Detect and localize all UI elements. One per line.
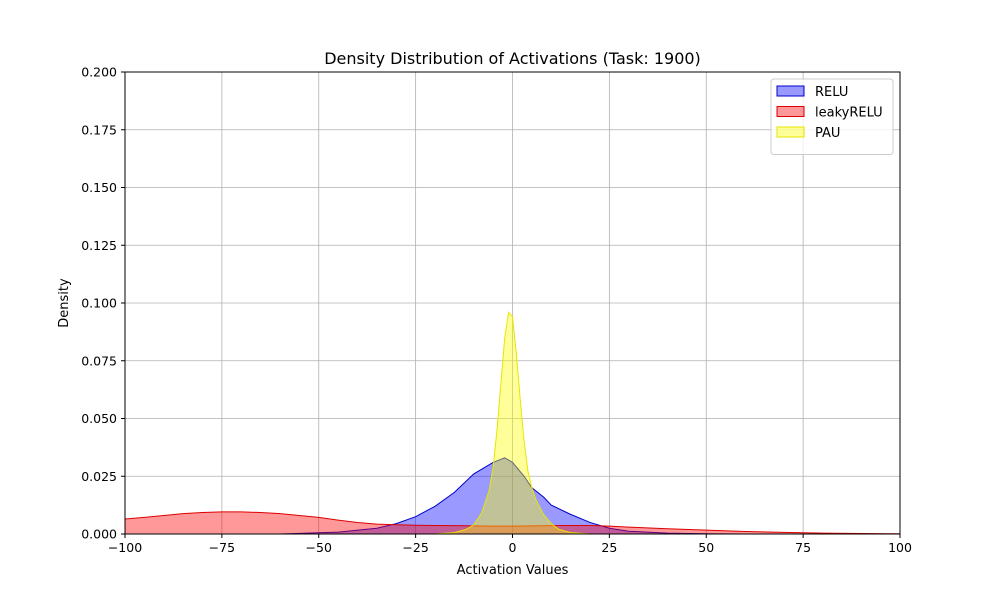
legend-swatch-leakyrelu — [776, 106, 805, 117]
y-tick-label: 0.125 — [81, 238, 117, 253]
axes: −100 −75 −50 −25 0 25 50 75 100 0.000 0.025 0.050 0.… — [81, 65, 912, 556]
y-axis-label: Density — [57, 278, 72, 328]
legend: RELU leakyRELU PAU — [770, 78, 894, 155]
y-tick-label: 0.000 — [81, 527, 117, 542]
line-leakyrelu — [124, 511, 901, 535]
x-tick-label: 75 — [795, 540, 811, 555]
y-tick-label: 0.150 — [81, 180, 117, 195]
y-tick-label: 0.175 — [81, 122, 117, 137]
x-tick-label: −75 — [209, 540, 235, 555]
x-tick-label: 25 — [601, 540, 617, 555]
legend-label-relu: RELU — [815, 85, 848, 100]
x-tick-label: −50 — [306, 540, 332, 555]
y-tick-label: 0.100 — [81, 296, 117, 311]
x-tick-label: 0 — [509, 540, 517, 555]
legend-box — [770, 78, 894, 155]
legend-label-pau: PAU — [815, 126, 840, 141]
x-tick-label: −100 — [108, 540, 142, 555]
legend-swatch-pau — [776, 126, 805, 138]
y-tick-label: 0.200 — [81, 65, 117, 80]
y-tick-label: 0.075 — [81, 353, 117, 368]
chart-title: Density Distribution of Activations (Tas… — [324, 49, 701, 68]
legend-swatch-relu — [776, 85, 805, 97]
x-tick-label: 100 — [888, 540, 912, 555]
x-axis-label: Activation Values — [457, 563, 569, 578]
x-tick-label: 50 — [698, 540, 714, 555]
line-relu — [125, 457, 900, 535]
y-tick-label: 0.025 — [81, 469, 117, 484]
density-areas — [124, 311, 901, 535]
legend-label-leakyrelu: leakyRELU — [815, 106, 883, 121]
line-pau — [125, 311, 900, 535]
area-leakyrelu-fill — [125, 511, 900, 534]
y-tick-label: 0.050 — [81, 411, 117, 426]
x-tick-label: −25 — [402, 540, 428, 555]
area-pau-fill — [125, 312, 900, 534]
area-relu-fill — [125, 457, 900, 534]
